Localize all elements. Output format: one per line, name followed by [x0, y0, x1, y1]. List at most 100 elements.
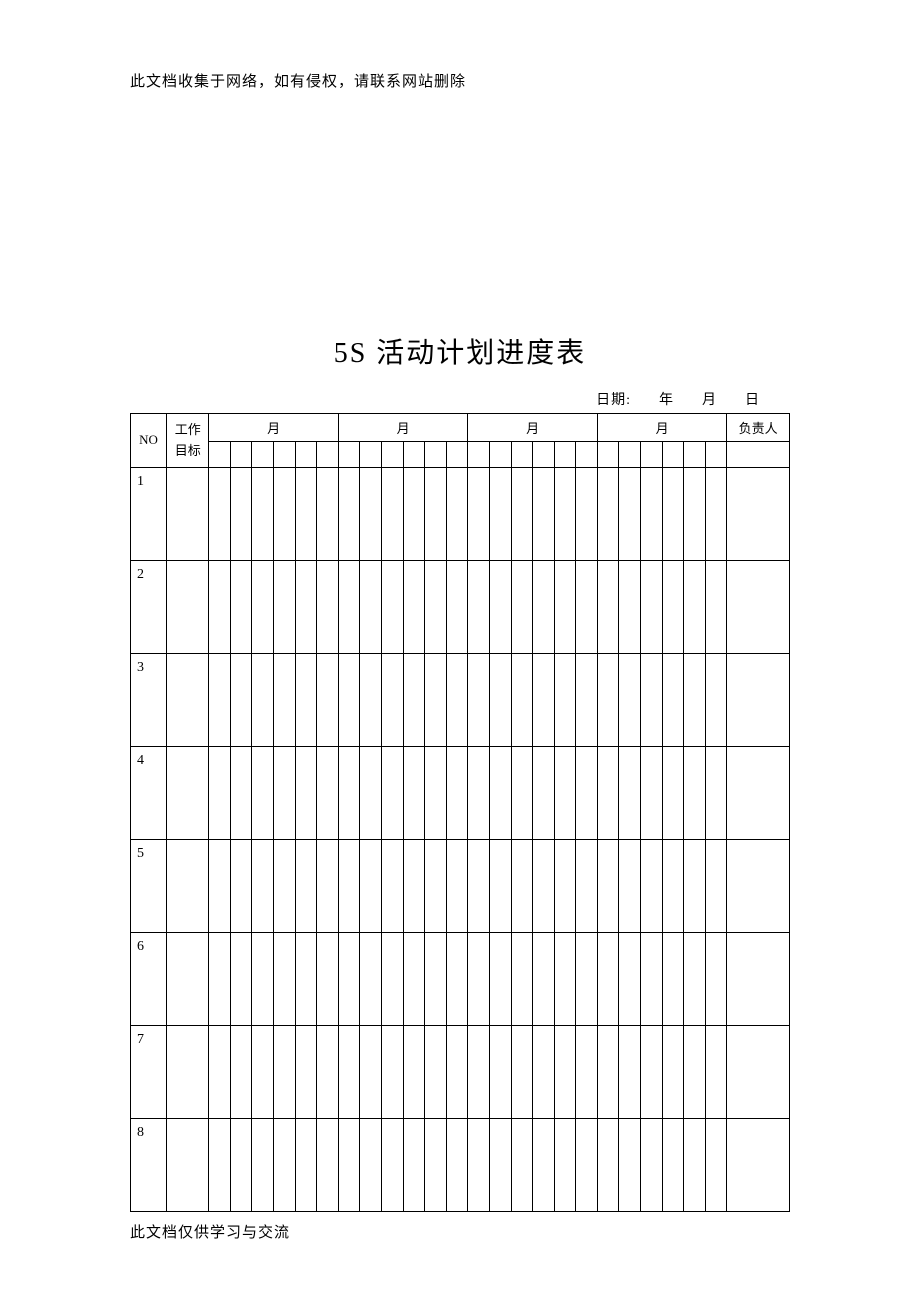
- cell: [705, 1119, 727, 1212]
- table-row: 2: [131, 561, 790, 654]
- cell: [295, 1026, 317, 1119]
- goal-line2: 目标: [175, 443, 201, 458]
- goal-line1: 工作: [175, 422, 201, 437]
- cell: [597, 1026, 619, 1119]
- row-owner: [727, 1119, 790, 1212]
- cell: [554, 561, 576, 654]
- row-no: 6: [131, 933, 167, 1026]
- cell: [684, 747, 706, 840]
- cell: [619, 1026, 641, 1119]
- row-goal: [167, 1026, 209, 1119]
- cell: [468, 654, 490, 747]
- cell: [533, 747, 555, 840]
- cell: [468, 840, 490, 933]
- table-row: 3: [131, 654, 790, 747]
- cell: [425, 933, 447, 1026]
- cell: [576, 468, 598, 561]
- cell: [641, 933, 663, 1026]
- row-goal: [167, 1119, 209, 1212]
- cell: [554, 840, 576, 933]
- cell: [511, 468, 533, 561]
- cell: [684, 933, 706, 1026]
- cell: [619, 747, 641, 840]
- cell: [662, 1119, 684, 1212]
- cell: [338, 840, 360, 933]
- cell: [252, 1119, 274, 1212]
- cell: [597, 1119, 619, 1212]
- cell: [381, 561, 403, 654]
- cell: [446, 561, 468, 654]
- cell: [684, 1026, 706, 1119]
- cell: [533, 840, 555, 933]
- cell: [489, 840, 511, 933]
- col-header-month-2: 月: [338, 414, 468, 442]
- schedule-table: NO 工作 目标 月 月 月 月 负责人 1: [130, 413, 790, 1212]
- cell: [274, 747, 296, 840]
- row-owner: [727, 840, 790, 933]
- cell: [446, 840, 468, 933]
- cell: [662, 933, 684, 1026]
- cell: [446, 1119, 468, 1212]
- cell: [489, 933, 511, 1026]
- cell: [641, 840, 663, 933]
- cell: [425, 654, 447, 747]
- subcol: [684, 442, 706, 468]
- cell: [360, 933, 382, 1026]
- cell: [252, 747, 274, 840]
- subcol: [662, 442, 684, 468]
- cell: [533, 468, 555, 561]
- cell: [576, 1026, 598, 1119]
- cell: [338, 747, 360, 840]
- cell: [597, 468, 619, 561]
- date-year: 年: [659, 393, 674, 408]
- cell: [295, 561, 317, 654]
- cell: [252, 1026, 274, 1119]
- subcol: [209, 442, 231, 468]
- cell: [662, 561, 684, 654]
- cell: [209, 468, 231, 561]
- cell: [554, 654, 576, 747]
- row-no: 7: [131, 1026, 167, 1119]
- cell: [576, 933, 598, 1026]
- cell: [576, 840, 598, 933]
- cell: [403, 561, 425, 654]
- subcol: [576, 442, 598, 468]
- cell: [684, 654, 706, 747]
- cell: [317, 468, 339, 561]
- subcol: [274, 442, 296, 468]
- cell: [662, 1026, 684, 1119]
- cell: [684, 561, 706, 654]
- cell: [533, 933, 555, 1026]
- cell: [381, 468, 403, 561]
- cell: [230, 468, 252, 561]
- row-owner: [727, 1026, 790, 1119]
- table-row: 8: [131, 1119, 790, 1212]
- cell: [360, 840, 382, 933]
- cell: [511, 933, 533, 1026]
- cell: [554, 933, 576, 1026]
- cell: [274, 561, 296, 654]
- cell: [274, 840, 296, 933]
- cell: [511, 1026, 533, 1119]
- footer-note: 此文档仅供学习与交流: [130, 1221, 290, 1242]
- row-goal: [167, 561, 209, 654]
- subcol: [360, 442, 382, 468]
- page-title: 5S 活动计划进度表: [130, 331, 790, 371]
- subcol: [317, 442, 339, 468]
- cell: [403, 747, 425, 840]
- subcol: [705, 442, 727, 468]
- cell: [705, 468, 727, 561]
- cell: [468, 747, 490, 840]
- row-no: 5: [131, 840, 167, 933]
- cell: [230, 561, 252, 654]
- cell: [468, 933, 490, 1026]
- cell: [209, 933, 231, 1026]
- cell: [338, 468, 360, 561]
- cell: [576, 561, 598, 654]
- cell: [597, 933, 619, 1026]
- cell: [684, 1119, 706, 1212]
- cell: [360, 654, 382, 747]
- cell: [317, 933, 339, 1026]
- cell: [554, 1119, 576, 1212]
- cell: [381, 1119, 403, 1212]
